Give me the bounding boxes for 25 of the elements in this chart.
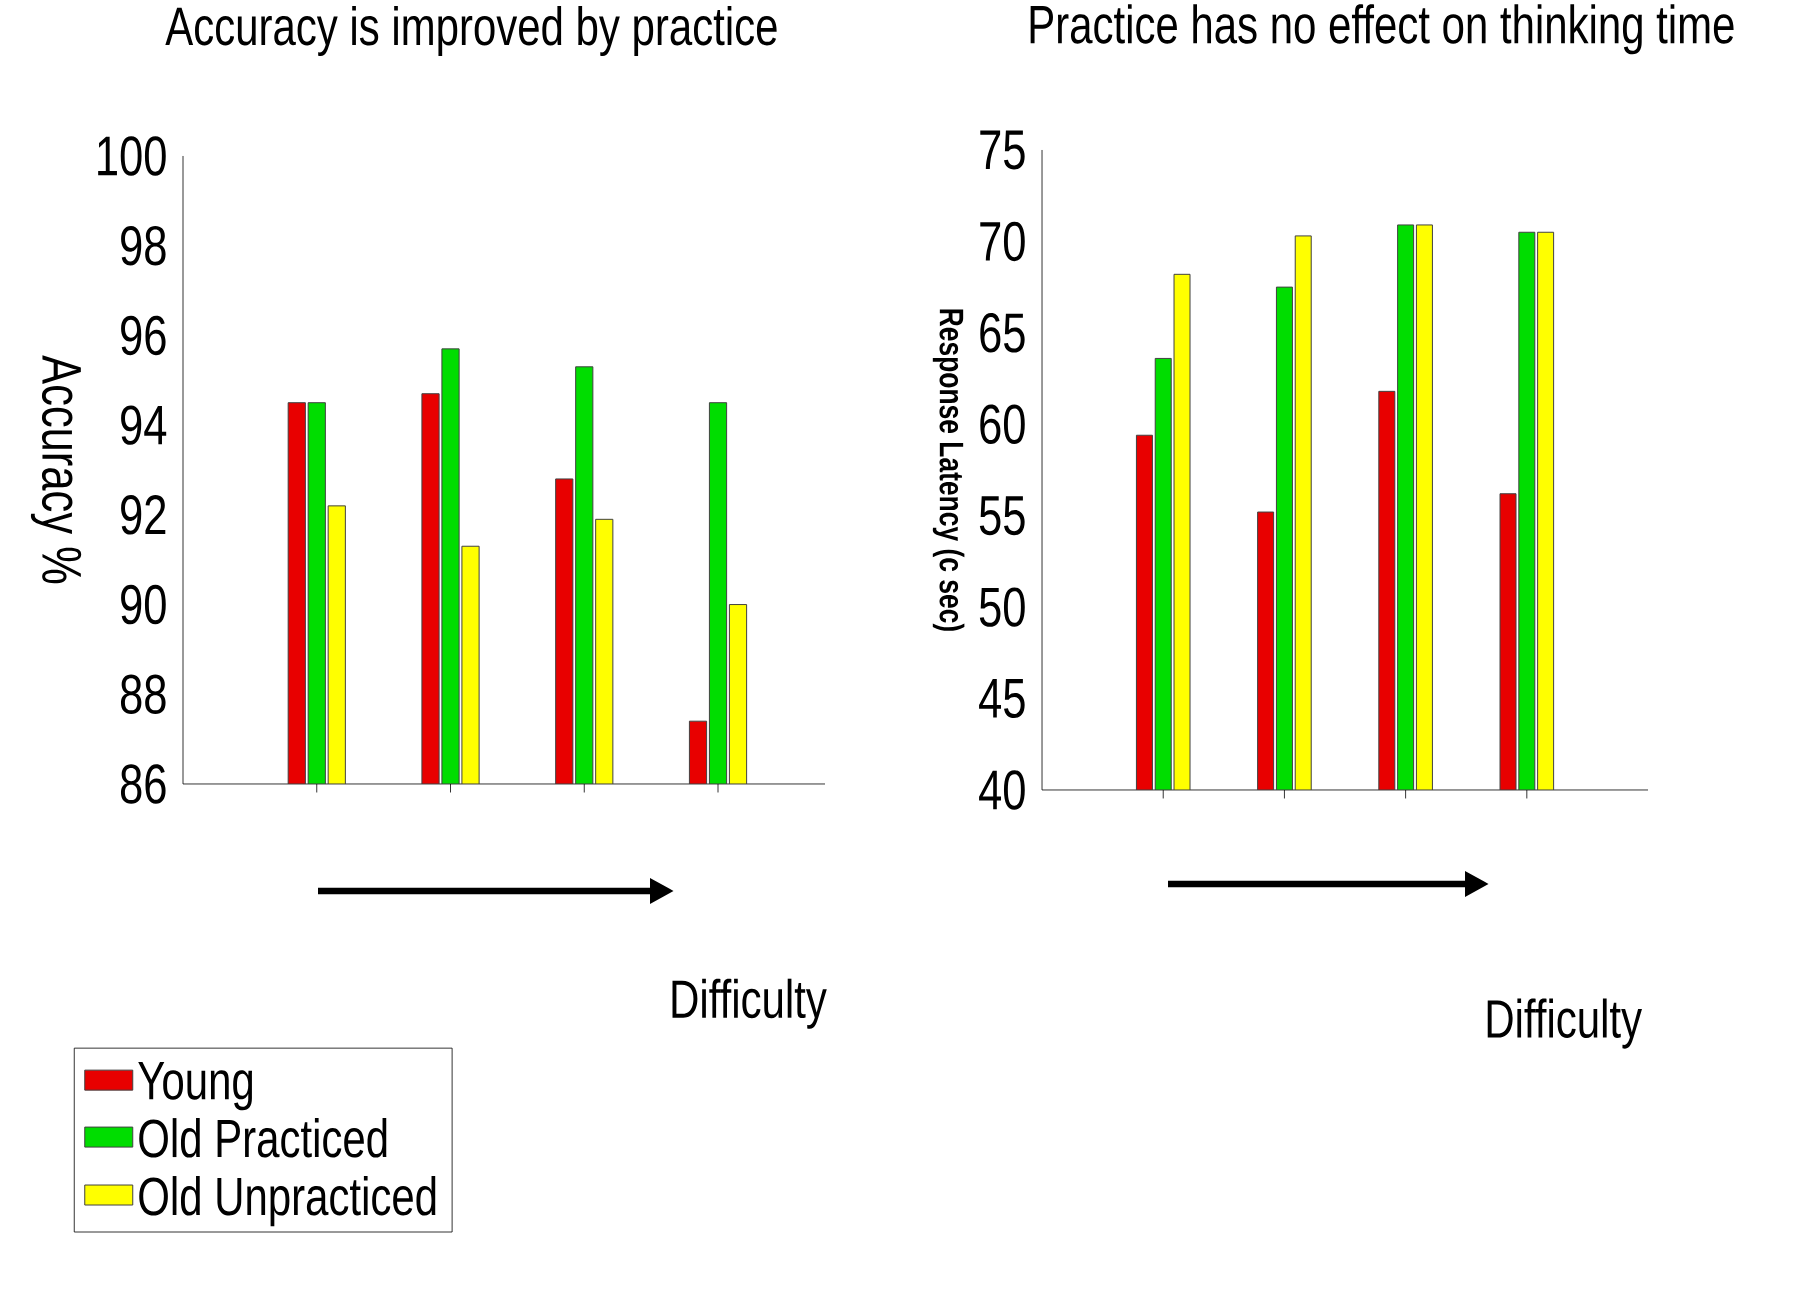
y-tick-label: 65	[980, 313, 1025, 353]
y-axis-title: Accuracy %	[30, 355, 82, 584]
y-tick-label: 75	[980, 130, 1025, 170]
y-tick-label: 100	[98, 136, 166, 176]
y-tick-label: 98	[121, 225, 166, 266]
x-axis-title: Difficulty	[672, 978, 827, 1029]
y-axis-title: Response Latency (c sec)	[932, 309, 965, 631]
x-axis-title: Difficulty	[1487, 998, 1642, 1049]
y-tick-label: 70	[980, 221, 1025, 262]
chart-title: Accuracy is improved by practice	[165, 5, 777, 57]
y-tick-label: 40	[979, 770, 1025, 810]
legend-label: Young	[138, 1062, 253, 1111]
y-tick-label: 45	[979, 679, 1025, 718]
y-tick-label: 92	[121, 495, 166, 535]
y-tick-label: 90	[121, 584, 166, 625]
y-tick-label: 86	[120, 764, 166, 804]
legend-label: Old Unpracticed	[139, 1176, 436, 1227]
chart-title: Practice has no effect on thinking time	[1030, 4, 1734, 55]
legend-label: Old Practiced	[139, 1118, 387, 1158]
y-tick-label: 88	[120, 674, 166, 714]
y-tick-label: 94	[121, 405, 167, 445]
y-tick-label: 55	[979, 496, 1025, 536]
y-tick-label: 50	[979, 587, 1025, 627]
y-tick-label: 60	[980, 404, 1025, 444]
y-tick-label: 96	[121, 315, 166, 356]
